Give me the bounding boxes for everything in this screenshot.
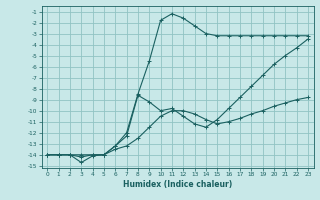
- X-axis label: Humidex (Indice chaleur): Humidex (Indice chaleur): [123, 180, 232, 189]
